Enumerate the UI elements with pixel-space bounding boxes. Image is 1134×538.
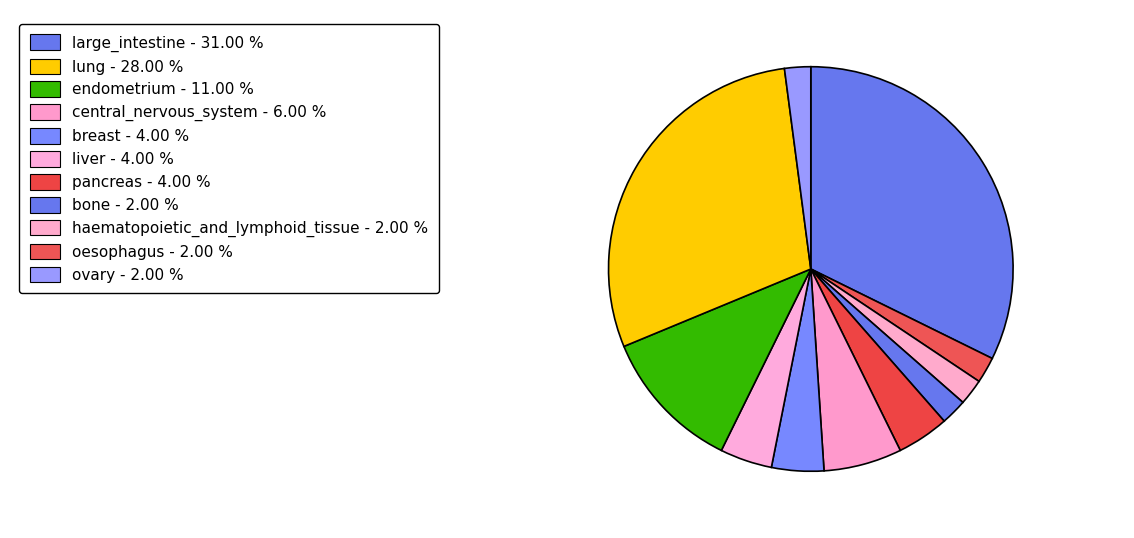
Wedge shape <box>811 269 963 421</box>
Wedge shape <box>811 269 945 450</box>
Wedge shape <box>721 269 811 468</box>
Wedge shape <box>624 269 811 450</box>
Wedge shape <box>811 67 1013 358</box>
Wedge shape <box>811 269 979 402</box>
Wedge shape <box>785 67 811 269</box>
Wedge shape <box>811 269 900 471</box>
Wedge shape <box>771 269 824 471</box>
Wedge shape <box>609 68 811 346</box>
Wedge shape <box>811 269 992 381</box>
Legend: large_intestine - 31.00 %, lung - 28.00 %, endometrium - 11.00 %, central_nervou: large_intestine - 31.00 %, lung - 28.00 … <box>19 24 439 293</box>
